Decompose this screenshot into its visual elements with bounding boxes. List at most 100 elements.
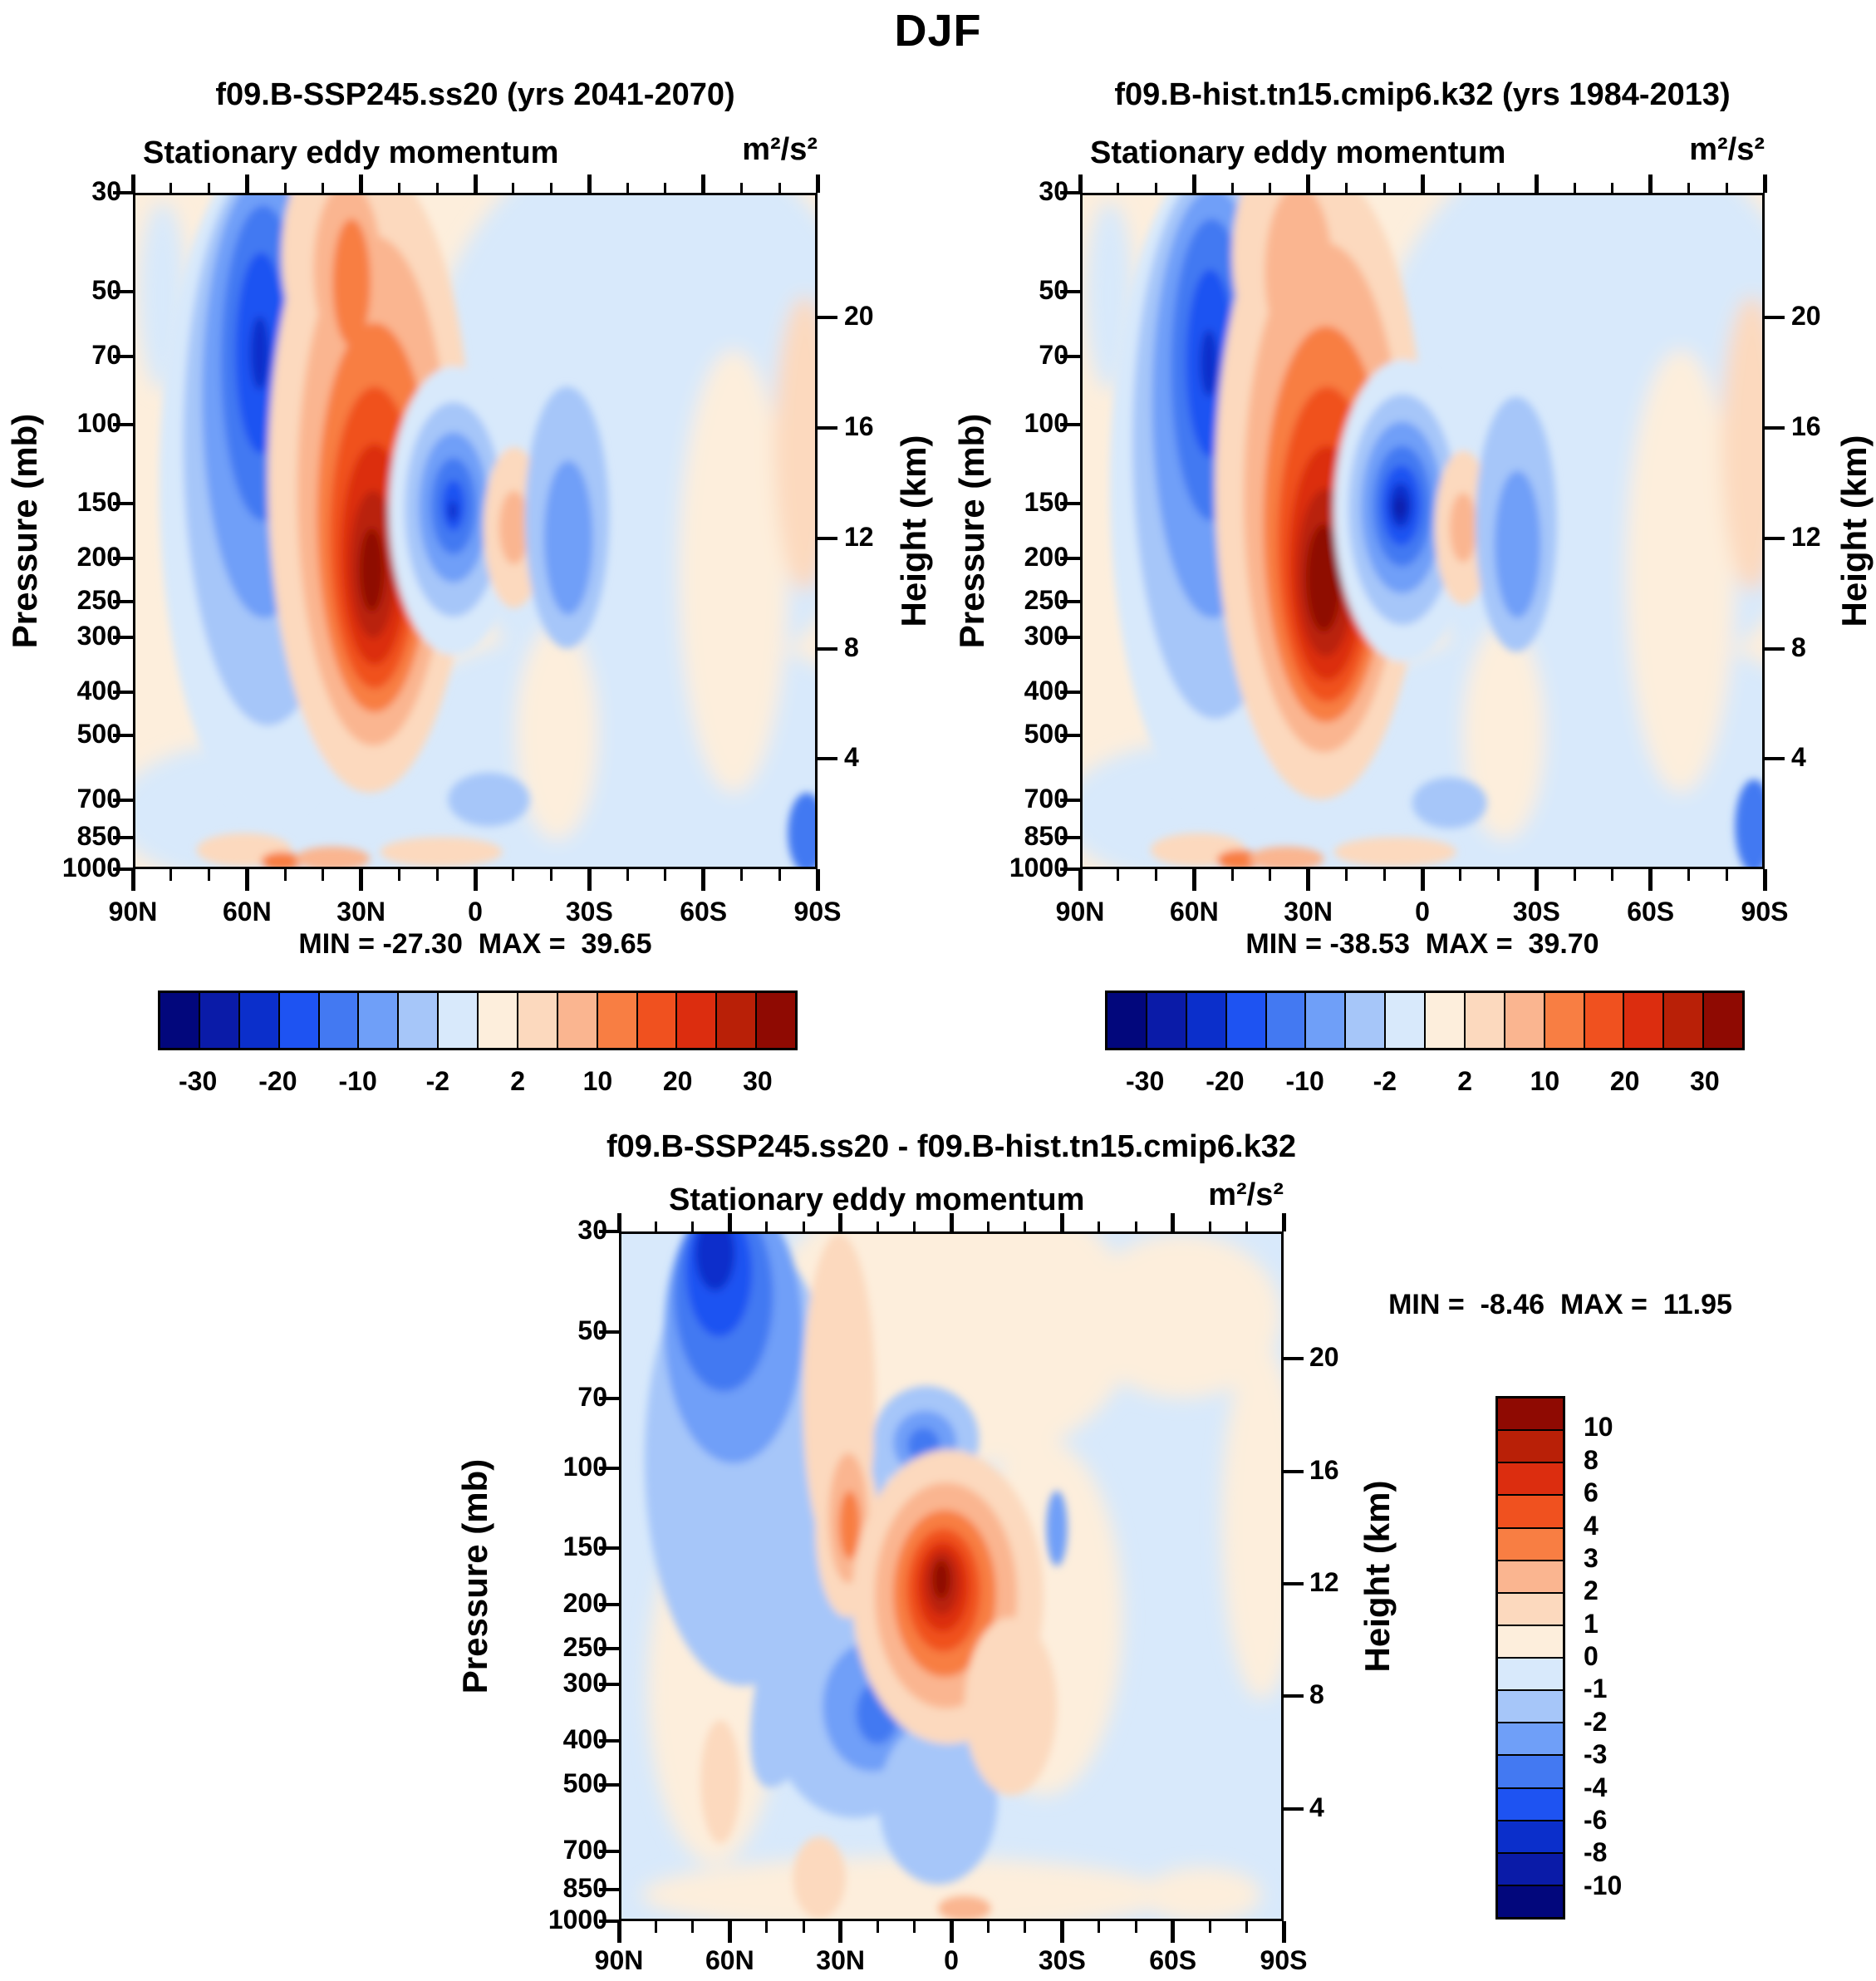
pressure-tick [1060, 191, 1080, 194]
lat-tick-top [1059, 1213, 1064, 1231]
panel2-units-label: m²/s² [1689, 132, 1765, 167]
height-tick [1284, 1694, 1304, 1698]
colorbar-cell [1107, 993, 1146, 1048]
lat-tick-top [397, 183, 400, 193]
colorbar-cell [516, 993, 557, 1048]
colorbar-cell [1225, 993, 1265, 1048]
colorbar-tick-label: -20 [258, 1066, 297, 1096]
lat-tick-bottom [664, 869, 667, 881]
height-tick [1284, 1806, 1304, 1811]
lat-tick-label: 90N [108, 897, 158, 927]
panel1-units-label: m²/s² [742, 132, 818, 167]
pressure-tick-label: 100 [76, 408, 121, 439]
height-tick [818, 316, 837, 320]
lat-tick-label: 90S [793, 897, 842, 927]
colorbar-vertical [1495, 1396, 1565, 1920]
lat-tick-bottom [1078, 869, 1083, 891]
colorbar-tick-label: 10 [1584, 1412, 1613, 1443]
colorbar-cell [477, 993, 517, 1048]
colorbar-tick-label: -8 [1584, 1837, 1608, 1868]
height-tick [1765, 536, 1785, 540]
lat-tick-bottom [838, 1921, 843, 1943]
colorbar-cell [1498, 1787, 1563, 1820]
pressure-tick-label: 250 [1024, 585, 1068, 616]
height-tick [1284, 1582, 1304, 1586]
lat-tick-bottom [616, 1921, 621, 1943]
colorbar-cell [1623, 993, 1663, 1048]
lat-tick-top [739, 183, 743, 193]
pressure-axis-title: Pressure (mb) [4, 413, 44, 649]
height-tick-label: 8 [844, 632, 859, 662]
pressure-tick-label: 150 [562, 1531, 607, 1561]
lat-tick-bottom [359, 869, 364, 891]
pressure-tick-label: 50 [577, 1315, 607, 1345]
colorbar-tick-label: -10 [1285, 1066, 1324, 1096]
lat-tick-bottom [739, 869, 743, 881]
lat-tick-top [1230, 183, 1234, 193]
lat-tick-top [1208, 1222, 1211, 1231]
colorbar-tick-label: -1 [1584, 1674, 1608, 1704]
pressure-tick-label: 70 [1039, 339, 1068, 370]
pressure-tick-label: 850 [76, 821, 121, 852]
lat-tick-label: 0 [468, 897, 483, 927]
lat-tick-bottom [1098, 1921, 1101, 1933]
panel3-contour-field [621, 1234, 1281, 1919]
panel2-field-label: Stationary eddy momentum [1090, 135, 1506, 170]
height-tick-label: 20 [844, 301, 874, 332]
lat-tick-bottom [1245, 1921, 1249, 1933]
pressure-tick [599, 1396, 619, 1400]
lat-tick-top [838, 1213, 843, 1231]
pressure-tick [599, 1646, 619, 1650]
lat-tick-bottom [1459, 869, 1462, 881]
colorbar-cell [1304, 993, 1345, 1048]
colorbar-cell [1498, 1494, 1563, 1527]
lat-tick-bottom [1420, 869, 1425, 891]
colorbar-cell [1498, 1526, 1563, 1560]
panel1-minmax-label: MIN = -27.30 MAX = 39.65 [298, 928, 652, 960]
lat-tick-top [1155, 183, 1158, 193]
lat-tick-top [208, 183, 211, 193]
lat-tick-label: 30N [336, 897, 386, 927]
pressure-tick-label: 850 [1024, 821, 1068, 852]
colorbar-tick-label: 4 [1584, 1510, 1599, 1541]
height-tick-label: 12 [1309, 1567, 1339, 1598]
panel2-minmax-label: MIN = -38.53 MAX = 39.70 [1245, 928, 1599, 960]
height-tick-label: 20 [1791, 301, 1821, 332]
lat-tick-top [1611, 183, 1614, 193]
lat-tick-bottom [283, 869, 287, 881]
pressure-tick [1060, 799, 1080, 803]
lat-tick-top [1078, 175, 1083, 193]
height-tick-label: 4 [844, 742, 859, 773]
height-tick-label: 16 [844, 411, 874, 442]
lat-tick-top [1762, 175, 1767, 193]
colorbar-cell [1498, 1689, 1563, 1723]
pressure-tick [599, 1683, 619, 1687]
colorbar-tick-label: 30 [1690, 1066, 1720, 1096]
lat-tick-top [626, 183, 629, 193]
pressure-tick-label: 400 [562, 1724, 607, 1755]
pressure-tick-label: 850 [562, 1872, 607, 1903]
lat-tick-bottom [1155, 869, 1158, 881]
colorbar-tick-label: 20 [1609, 1066, 1640, 1096]
pressure-tick-label: 1000 [1009, 853, 1068, 882]
pressure-tick [113, 600, 133, 604]
lat-tick-label: 30N [1284, 897, 1333, 927]
lat-tick-bottom [512, 869, 515, 881]
pressure-tick [1060, 836, 1080, 840]
lat-tick-top [802, 1222, 805, 1231]
lat-tick-bottom [654, 1921, 657, 1933]
colorbar-cell [1498, 1722, 1563, 1755]
lat-tick-top [1098, 1222, 1101, 1231]
colorbar-cell [1145, 993, 1186, 1048]
colorbar-cell [1498, 1462, 1563, 1495]
pressure-tick [599, 1546, 619, 1550]
colorbar-tick-label: 30 [743, 1066, 773, 1096]
lat-tick-top [654, 1222, 657, 1231]
pressure-tick-label: 30 [91, 176, 121, 206]
pressure-tick-label: 150 [76, 486, 121, 517]
pressure-tick [113, 799, 133, 803]
lat-tick-top [986, 1222, 990, 1231]
colorbar-cell [1384, 993, 1424, 1048]
lat-tick-top [322, 183, 325, 193]
